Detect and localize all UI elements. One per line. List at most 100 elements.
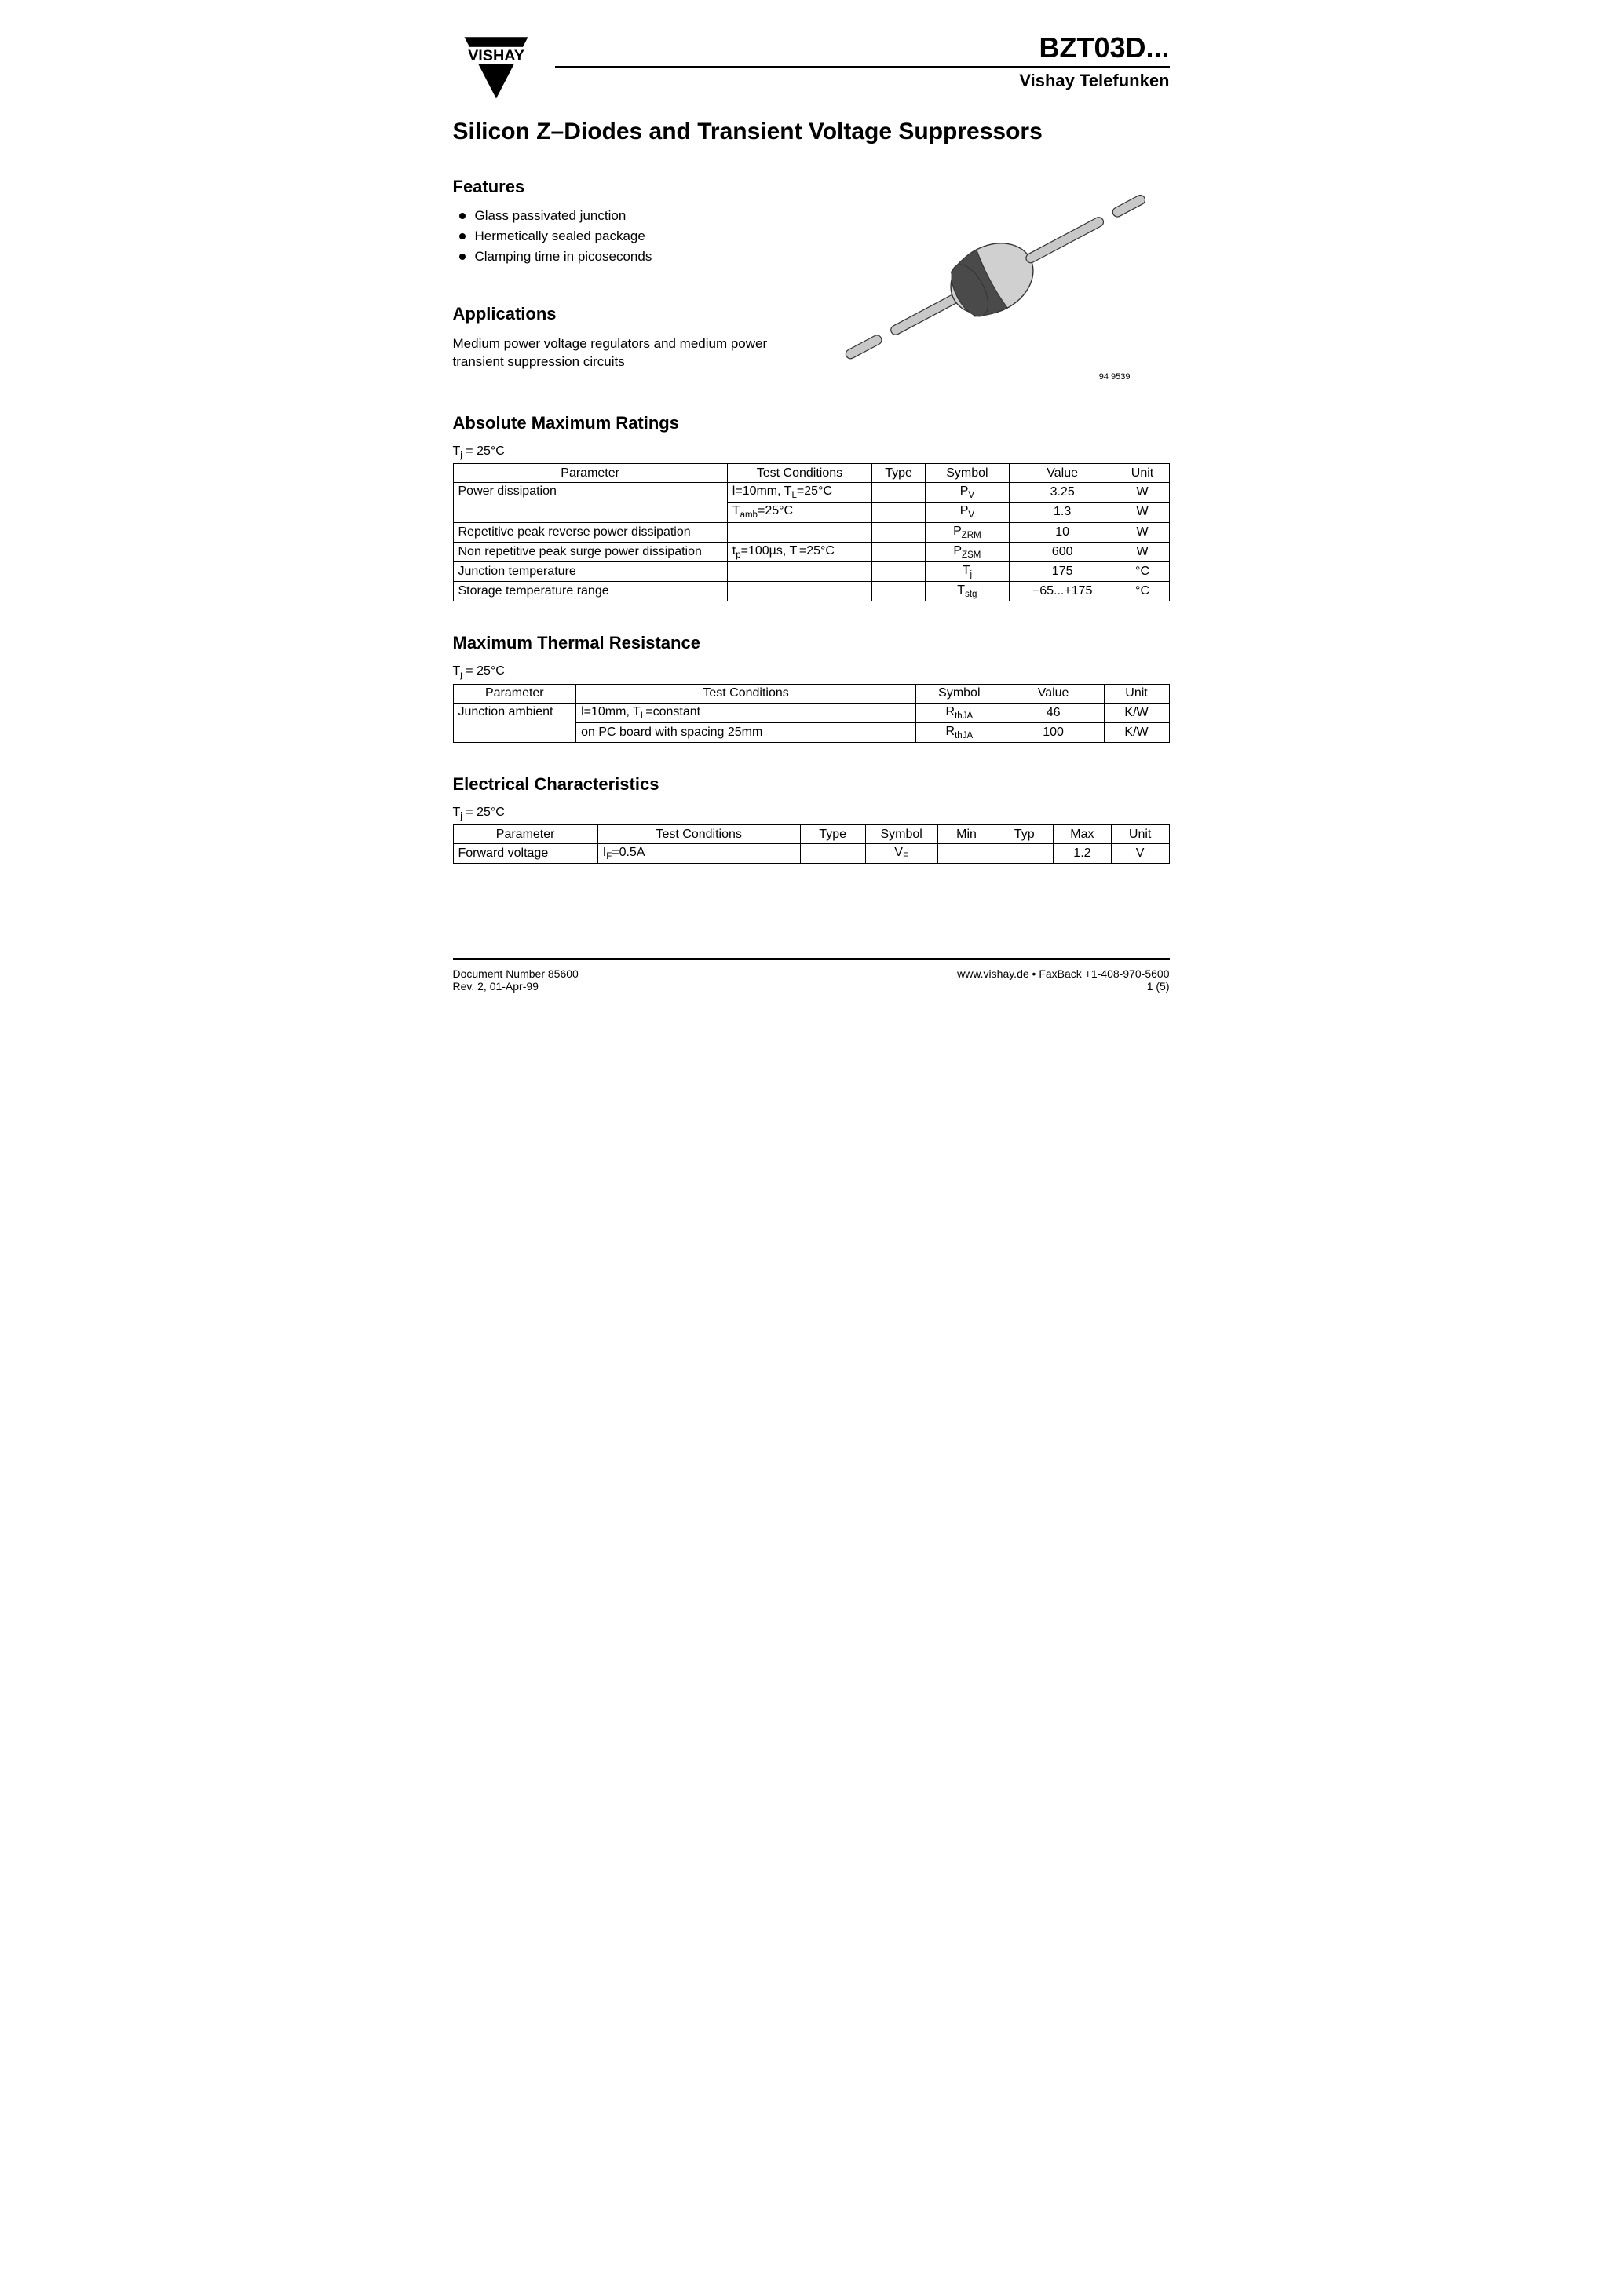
col-header: Unit [1104,684,1169,703]
cell: 3.25 [1009,483,1116,503]
feature-item: Clamping time in picoseconds [453,249,791,265]
cell: Forward voltage [453,844,597,864]
cell [872,542,926,561]
cell: Junction temperature [453,561,727,581]
cell: W [1116,542,1169,561]
abs-max-table: Parameter Test Conditions Type Symbol Va… [453,463,1170,601]
cell: PZSM [926,542,1010,561]
url-fax: www.vishay.de • FaxBack +1-408-970-5600 [957,967,1169,980]
cell: Tamb=25°C [727,503,871,522]
cell: PV [926,483,1010,503]
cell [872,582,926,601]
table-row: Power dissipation l=10mm, TL=25°C PV 3.2… [453,483,1169,503]
cell: Non repetitive peak surge power dissipat… [453,542,727,561]
col-header: Symbol [916,684,1003,703]
col-header: Unit [1111,825,1169,844]
features-heading: Features [453,177,791,197]
col-header: Min [937,825,995,844]
cell: 100 [1003,722,1104,742]
cell: 175 [1009,561,1116,581]
applications-text: Medium power voltage regulators and medi… [453,335,791,371]
cell [727,522,871,542]
cell: W [1116,522,1169,542]
cell: on PC board with spacing 25mm [576,722,916,742]
thermal-section: Maximum Thermal Resistance Tj = 25°C Par… [453,633,1170,743]
cell: 1.3 [1009,503,1116,522]
cell: W [1116,483,1169,503]
col-header: Parameter [453,464,727,483]
svg-text:VISHAY: VISHAY [468,47,524,64]
table-row: Storage temperature range Tstg −65...+17… [453,582,1169,601]
page-footer: Document Number 85600 Rev. 2, 01-Apr-99 … [453,958,1170,993]
footer-left: Document Number 85600 Rev. 2, 01-Apr-99 [453,967,579,993]
thermal-tj: Tj = 25°C [453,664,1170,680]
cell [995,844,1054,864]
sub-brand: Vishay Telefunken [555,71,1170,91]
cell: Tj [926,561,1010,581]
thermal-table: Parameter Test Conditions Symbol Value U… [453,684,1170,743]
cell: V [1111,844,1169,864]
cell: W [1116,503,1169,522]
cell: l=10mm, TL=constant [576,703,916,722]
cell: °C [1116,582,1169,601]
col-header: Test Conditions [576,684,916,703]
cell: °C [1116,561,1169,581]
feature-item: Hermetically sealed package [453,229,791,244]
cell: Storage temperature range [453,582,727,601]
table-row: Junction temperature Tj 175 °C [453,561,1169,581]
col-header: Test Conditions [727,464,871,483]
intro-left: Features Glass passivated junction Herme… [453,177,791,382]
col-header: Value [1003,684,1104,703]
intro-right: 94 9539 [814,177,1170,382]
col-header: Unit [1116,464,1169,483]
table-row: Forward voltage IF=0.5A VF 1.2 V [453,844,1169,864]
abs-max-heading: Absolute Maximum Ratings [453,413,1170,433]
cell: Tstg [926,582,1010,601]
table-row: Junction ambient l=10mm, TL=constant Rth… [453,703,1169,722]
feature-item: Glass passivated junction [453,208,791,224]
diagram-caption: 94 9539 [814,372,1170,382]
col-header: Symbol [865,825,937,844]
page-header: VISHAY BZT03D... Vishay Telefunken [453,31,1170,106]
thermal-heading: Maximum Thermal Resistance [453,633,1170,653]
cell: VF [865,844,937,864]
cell: K/W [1104,703,1169,722]
cell: 10 [1009,522,1116,542]
cell: tp=100µs, Ti=25°C [727,542,871,561]
header-right: BZT03D... Vishay Telefunken [539,31,1170,91]
col-header: Max [1054,825,1112,844]
table-row: Repetitive peak reverse power dissipatio… [453,522,1169,542]
footer-right: www.vishay.de • FaxBack +1-408-970-5600 … [957,967,1169,993]
cell: PZRM [926,522,1010,542]
electrical-tj: Tj = 25°C [453,806,1170,821]
cell: PV [926,503,1010,522]
cell [800,844,865,864]
col-header: Symbol [926,464,1010,483]
electrical-table: Parameter Test Conditions Type Symbol Mi… [453,824,1170,864]
applications-heading: Applications [453,304,791,324]
cell: Repetitive peak reverse power dissipatio… [453,522,727,542]
electrical-section: Electrical Characteristics Tj = 25°C Par… [453,774,1170,864]
abs-max-section: Absolute Maximum Ratings Tj = 25°C Param… [453,413,1170,601]
doc-number: Document Number 85600 [453,967,579,980]
electrical-heading: Electrical Characteristics [453,774,1170,795]
page-number: 1 (5) [957,980,1169,993]
table-row: Non repetitive peak surge power dissipat… [453,542,1169,561]
col-header: Type [800,825,865,844]
vishay-logo: VISHAY [453,31,539,106]
cell [872,561,926,581]
cell: 46 [1003,703,1104,722]
cell [727,561,871,581]
col-header: Type [872,464,926,483]
cell: IF=0.5A [597,844,800,864]
cell: Power dissipation [453,483,727,522]
revision: Rev. 2, 01-Apr-99 [453,980,579,993]
cell [872,503,926,522]
col-header: Parameter [453,825,597,844]
col-header: Typ [995,825,1054,844]
cell: K/W [1104,722,1169,742]
main-title: Silicon Z–Diodes and Transient Voltage S… [453,119,1170,145]
col-header: Value [1009,464,1116,483]
cell: l=10mm, TL=25°C [727,483,871,503]
package-diagram [814,177,1170,365]
